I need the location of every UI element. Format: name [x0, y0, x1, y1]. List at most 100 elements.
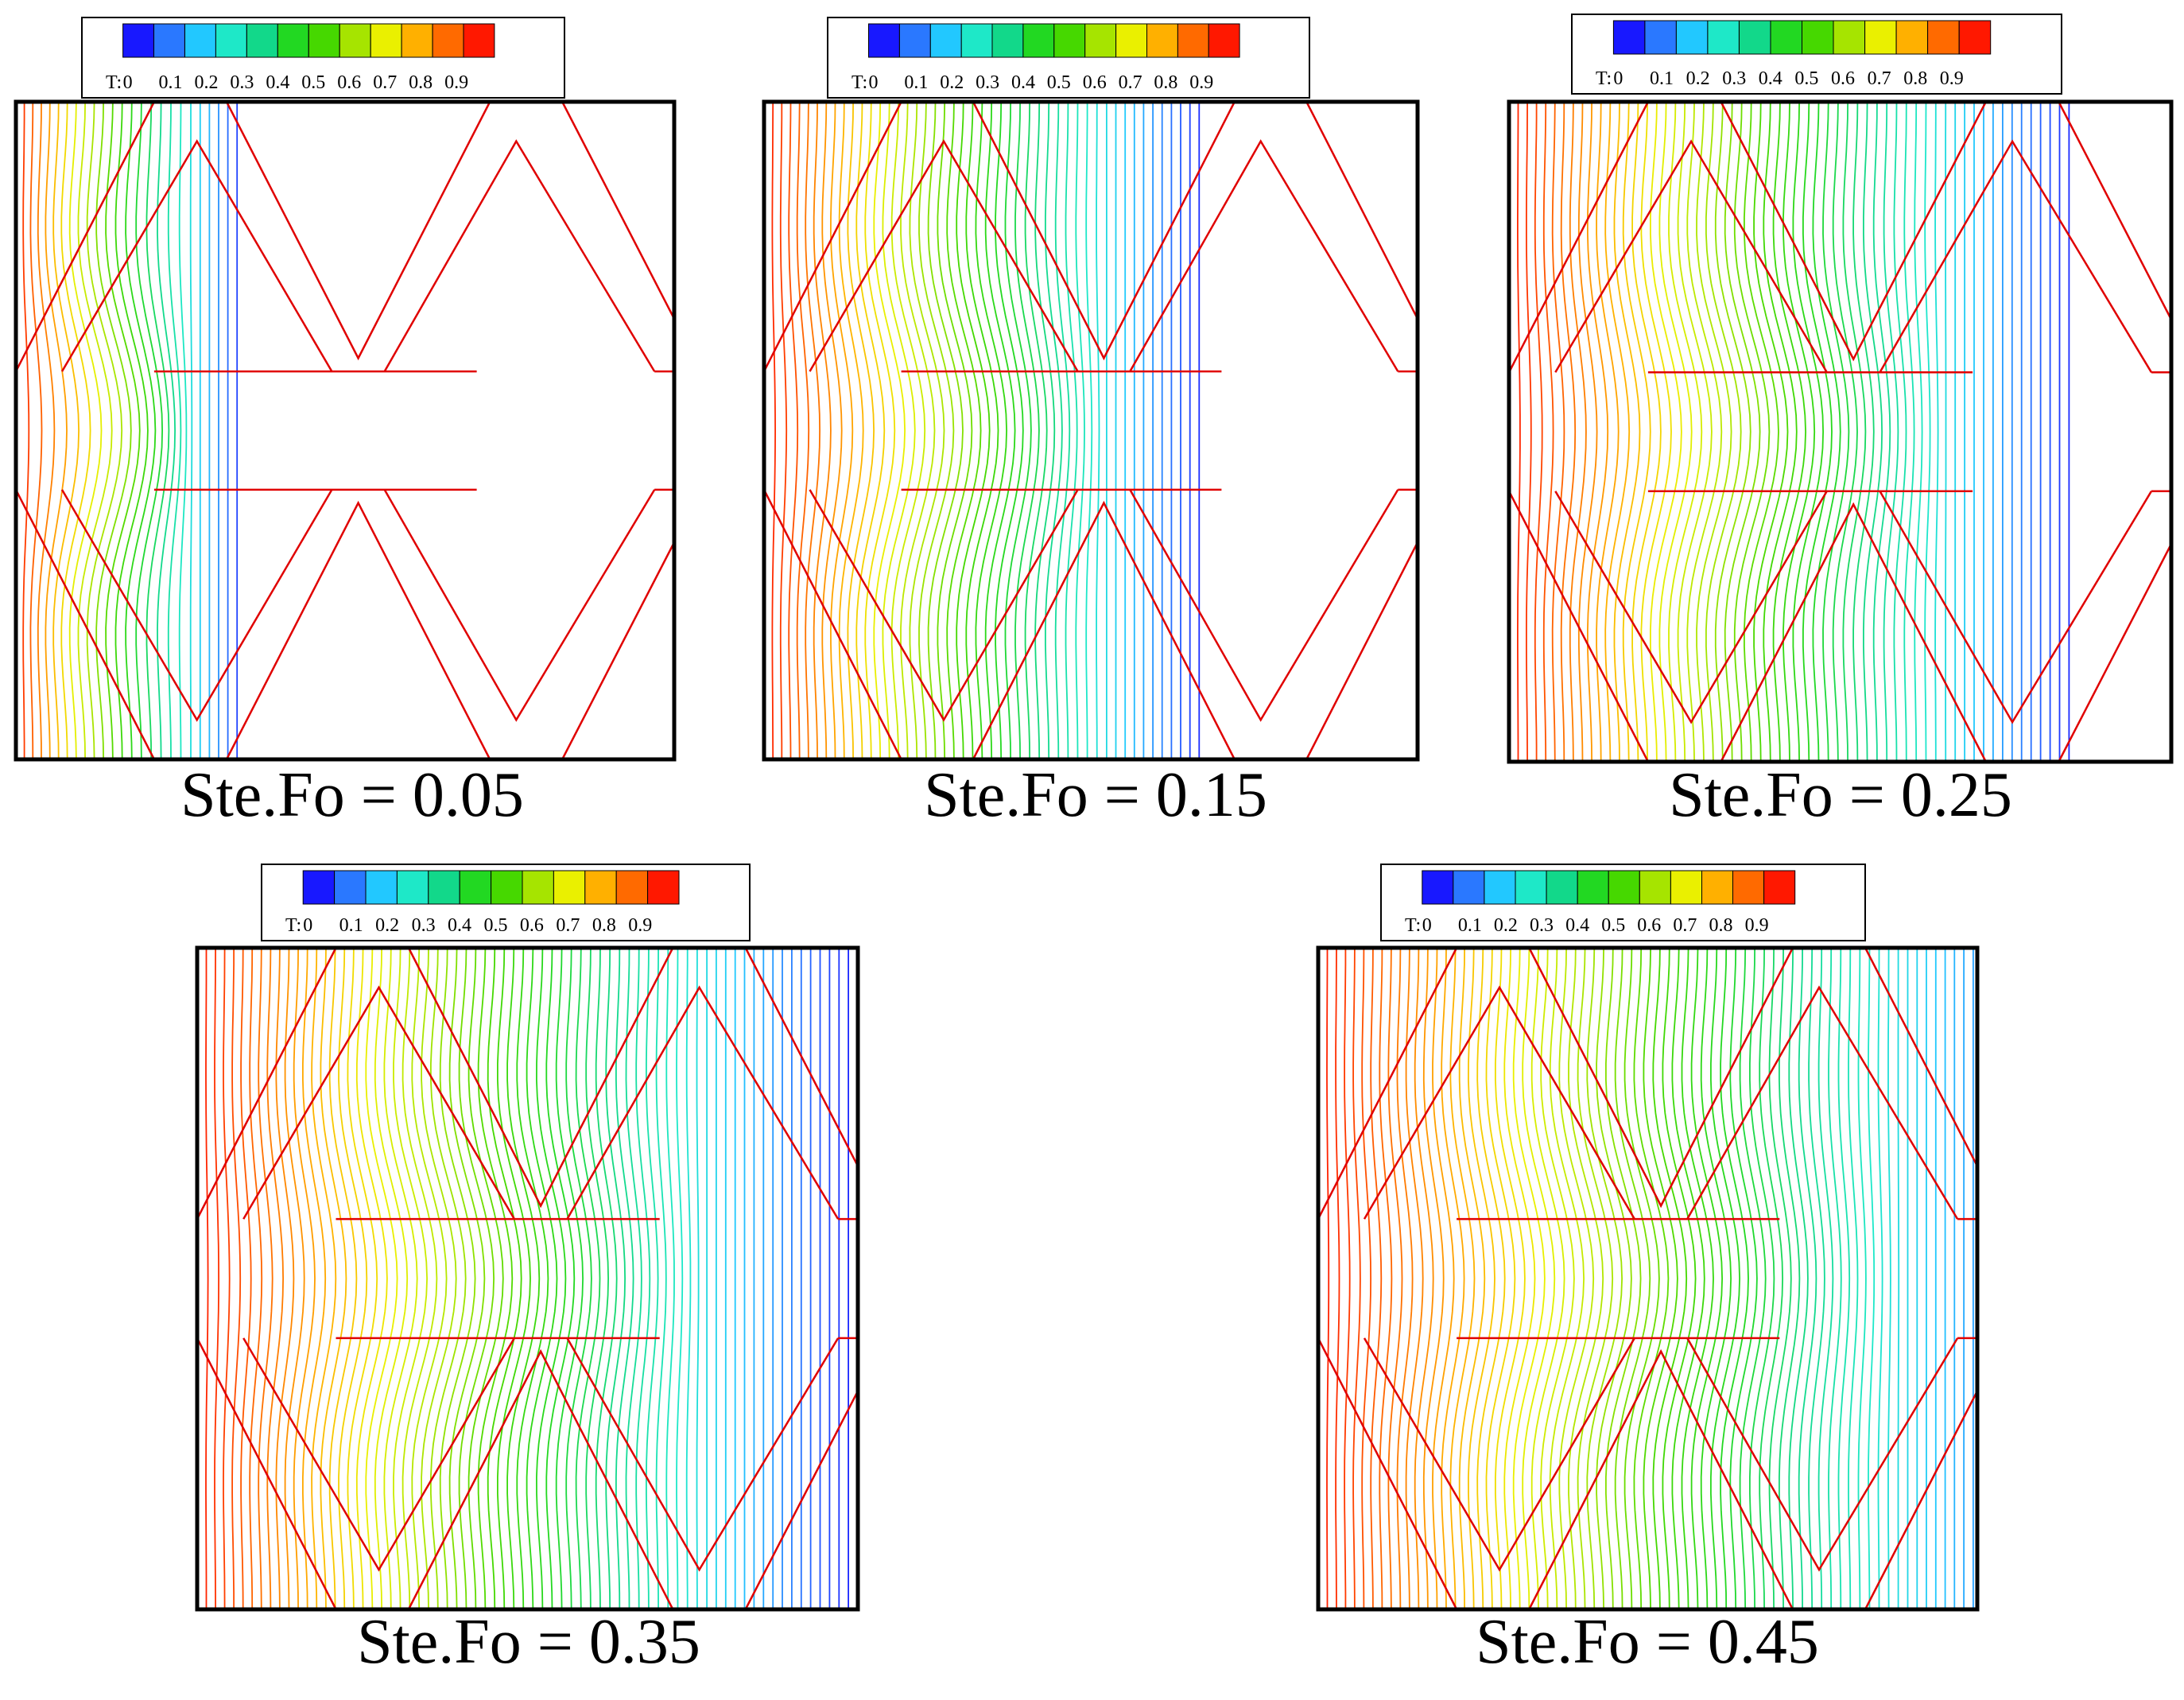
isotherm-line: [1822, 102, 1850, 762]
fin-outline: [566, 1337, 840, 1572]
colorbar-swatch: [1675, 20, 1709, 55]
isotherm-line: [1335, 948, 1340, 1609]
colorbar-swatch: [1612, 20, 1646, 55]
isotherm-line: [1534, 102, 1543, 762]
panel-caption: Ste.Fo = 0.25: [1669, 760, 2012, 830]
isotherm-line: [526, 948, 558, 1609]
fin-outline: [242, 1337, 515, 1572]
isotherm-line: [1422, 948, 1445, 1609]
isotherm-line: [1569, 102, 1587, 762]
isotherm-line: [535, 948, 567, 1609]
isotherm-line: [696, 948, 700, 1609]
isotherm-line: [1832, 102, 1858, 762]
isotherm-line: [266, 948, 285, 1609]
isotherm-line: [1560, 102, 1577, 762]
isotherm-line: [805, 102, 821, 759]
isotherm-line: [1387, 948, 1403, 1609]
contour-panel-4: T: 0 0.1 0.2 0.3 0.4 0.5 0.6 0.7 0.8 0.9: [195, 864, 860, 1612]
isotherm-line: [1733, 102, 1771, 762]
isotherm-line: [135, 102, 164, 759]
colorbar-swatch: [1958, 20, 1992, 55]
colorbar-swatch: [432, 23, 464, 58]
isotherm-line: [77, 102, 113, 759]
colorbar-tick-label: 0: [1422, 915, 1432, 936]
isotherm-line: [1577, 102, 1598, 762]
colorbar-swatch: [1453, 870, 1485, 905]
isotherm-line: [1783, 102, 1816, 762]
panel-caption: Ste.Fo = 0.05: [180, 760, 524, 830]
contour-panel-5: T: 0 0.1 0.2 0.3 0.4 0.5 0.6 0.7 0.8 0.9: [1316, 864, 1980, 1612]
panel-frame: [14, 99, 677, 762]
fin-outline: [1318, 948, 1458, 1220]
fin-outline: [1305, 541, 1418, 759]
isotherm-line: [1857, 948, 1867, 1609]
colorbar-swatch: [615, 870, 649, 905]
isotherm-line: [1883, 102, 1899, 762]
isotherm-line: [60, 102, 91, 759]
isotherm-line: [411, 948, 448, 1609]
colorbar-label: T:: [1596, 68, 1612, 89]
isotherm-line: [1596, 948, 1632, 1609]
panel-background: [1318, 948, 1977, 1609]
isotherm-line: [1792, 102, 1825, 762]
isotherm-line: [1542, 102, 1554, 762]
colorbar-tick-label: 0.6: [1831, 68, 1855, 89]
isotherm-line: [1467, 948, 1495, 1609]
colorbar-swatch: [584, 870, 617, 905]
colorbar-swatch: [1701, 870, 1734, 905]
fin-outline: [383, 489, 656, 722]
colorbar-swatch: [215, 23, 247, 58]
isotherm-line: [1568, 948, 1604, 1609]
isotherm-line: [1808, 948, 1825, 1609]
panel-frame: [1316, 945, 1980, 1612]
fin-outline: [972, 102, 1236, 361]
isotherm-line: [1759, 948, 1784, 1609]
isotherm-line: [975, 102, 1008, 759]
panel-caption: Ste.Fo = 0.35: [357, 1607, 700, 1677]
contour-panel-3: T: 0 0.1 0.2 0.3 0.4 0.5 0.6 0.7 0.8 0.9: [1507, 14, 2174, 764]
isotherm-line: [86, 102, 123, 759]
colorbar-tick-label: 0.3: [230, 72, 254, 93]
isotherm-line: [439, 948, 476, 1609]
isotherm-line: [882, 102, 916, 759]
isotherm-line: [575, 948, 601, 1609]
isotherm-line: [45, 102, 68, 759]
isotherm-line: [347, 948, 378, 1609]
fin-outline: [197, 1337, 337, 1609]
isotherm-line: [595, 948, 618, 1609]
colorbar-tick-label: 0.1: [339, 915, 363, 936]
isotherm-line: [646, 948, 659, 1609]
fin-outline: [764, 102, 902, 372]
colorbar-swatch: [428, 870, 460, 905]
fin-outline: [972, 500, 1236, 759]
isotherm-line: [467, 948, 504, 1609]
colorbar-legend: T: 0 0.1 0.2 0.3 0.4 0.5 0.6 0.7 0.8 0.9: [261, 864, 751, 941]
fin-outline: [1528, 1349, 1794, 1609]
colorbar-swatch: [302, 870, 336, 905]
fin-outline: [1879, 491, 2153, 724]
fin-outline: [1554, 491, 1828, 724]
colorbar-tick-label: 0: [123, 72, 133, 93]
colorbar-tick-label: 0.4: [1565, 915, 1589, 936]
isotherm-line: [302, 948, 327, 1609]
colorbar-swatch: [153, 23, 185, 58]
isotherm-line: [1614, 948, 1651, 1609]
colorbar-swatch: [1670, 870, 1702, 905]
isotherm-line: [1512, 948, 1546, 1609]
isotherm-line: [1014, 102, 1040, 759]
fin-outline: [561, 102, 674, 320]
isotherm-line: [1522, 948, 1556, 1609]
isotherm-line: [585, 948, 610, 1609]
colorbar-label: T:: [1405, 915, 1421, 936]
colorbar-tick-label: 0.8: [592, 915, 616, 936]
fin-outline: [1686, 985, 1959, 1220]
isotherm-line: [1744, 102, 1779, 762]
colorbar-tick-label: 0.8: [1903, 68, 1927, 89]
fin-outline: [383, 139, 656, 372]
colorbar-tick-label: 0.6: [1083, 72, 1107, 93]
isotherm-group: [1318, 948, 1977, 1609]
isotherm-line: [1549, 948, 1585, 1609]
isotherm-line: [497, 948, 531, 1609]
colorbar-swatch: [898, 23, 931, 58]
isotherm-line: [1458, 948, 1486, 1609]
